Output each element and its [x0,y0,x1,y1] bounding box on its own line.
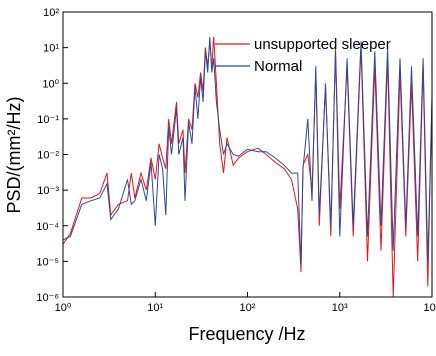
series-line [63,36,432,265]
y-axis-label: PSD/(mm²/Hz) [4,97,24,214]
y-tick-label: 10⁻⁵ [36,256,59,268]
y-tick-label: 10¹ [43,43,59,55]
y-tick-label: 10⁻⁶ [36,292,59,304]
y-tick-label: 10⁻² [37,150,59,162]
y-tick-label: 10⁰ [42,78,59,90]
y-tick-label: 10⁻¹ [37,114,59,126]
x-axis-label: Frequency /Hz [188,324,305,344]
series-line [63,36,432,297]
legend-label: Normal [254,58,302,75]
x-tick-label: 10⁰ [55,302,72,314]
x-tick-label: 10⁴ [424,302,436,314]
x-tick-label: 10² [240,302,256,314]
plot-frame [62,11,433,298]
y-tick-label: 10² [43,7,59,19]
x-tick-label: 10³ [332,302,348,314]
y-tick-label: 10⁻⁴ [36,221,59,233]
legend-label: unsupported sleeper [254,36,391,53]
y-tick-label: 10⁻³ [37,185,59,197]
x-tick-label: 10¹ [147,302,163,314]
